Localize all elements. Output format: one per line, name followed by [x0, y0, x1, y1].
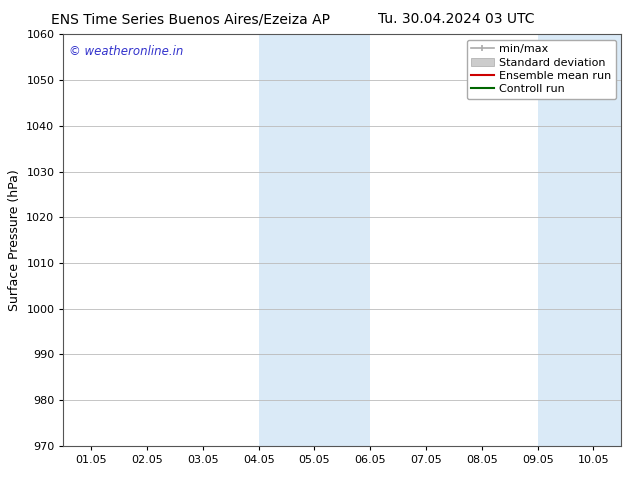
Text: Tu. 30.04.2024 03 UTC: Tu. 30.04.2024 03 UTC [378, 12, 534, 26]
Y-axis label: Surface Pressure (hPa): Surface Pressure (hPa) [8, 169, 21, 311]
Bar [259, 34, 314, 446]
Bar [538, 34, 593, 446]
Text: ENS Time Series Buenos Aires/Ezeiza AP: ENS Time Series Buenos Aires/Ezeiza AP [51, 12, 330, 26]
Legend: min/max, Standard deviation, Ensemble mean run, Controll run: min/max, Standard deviation, Ensemble me… [467, 40, 616, 99]
Bar [593, 34, 621, 446]
Text: © weatheronline.in: © weatheronline.in [69, 45, 183, 58]
Bar [314, 34, 370, 446]
